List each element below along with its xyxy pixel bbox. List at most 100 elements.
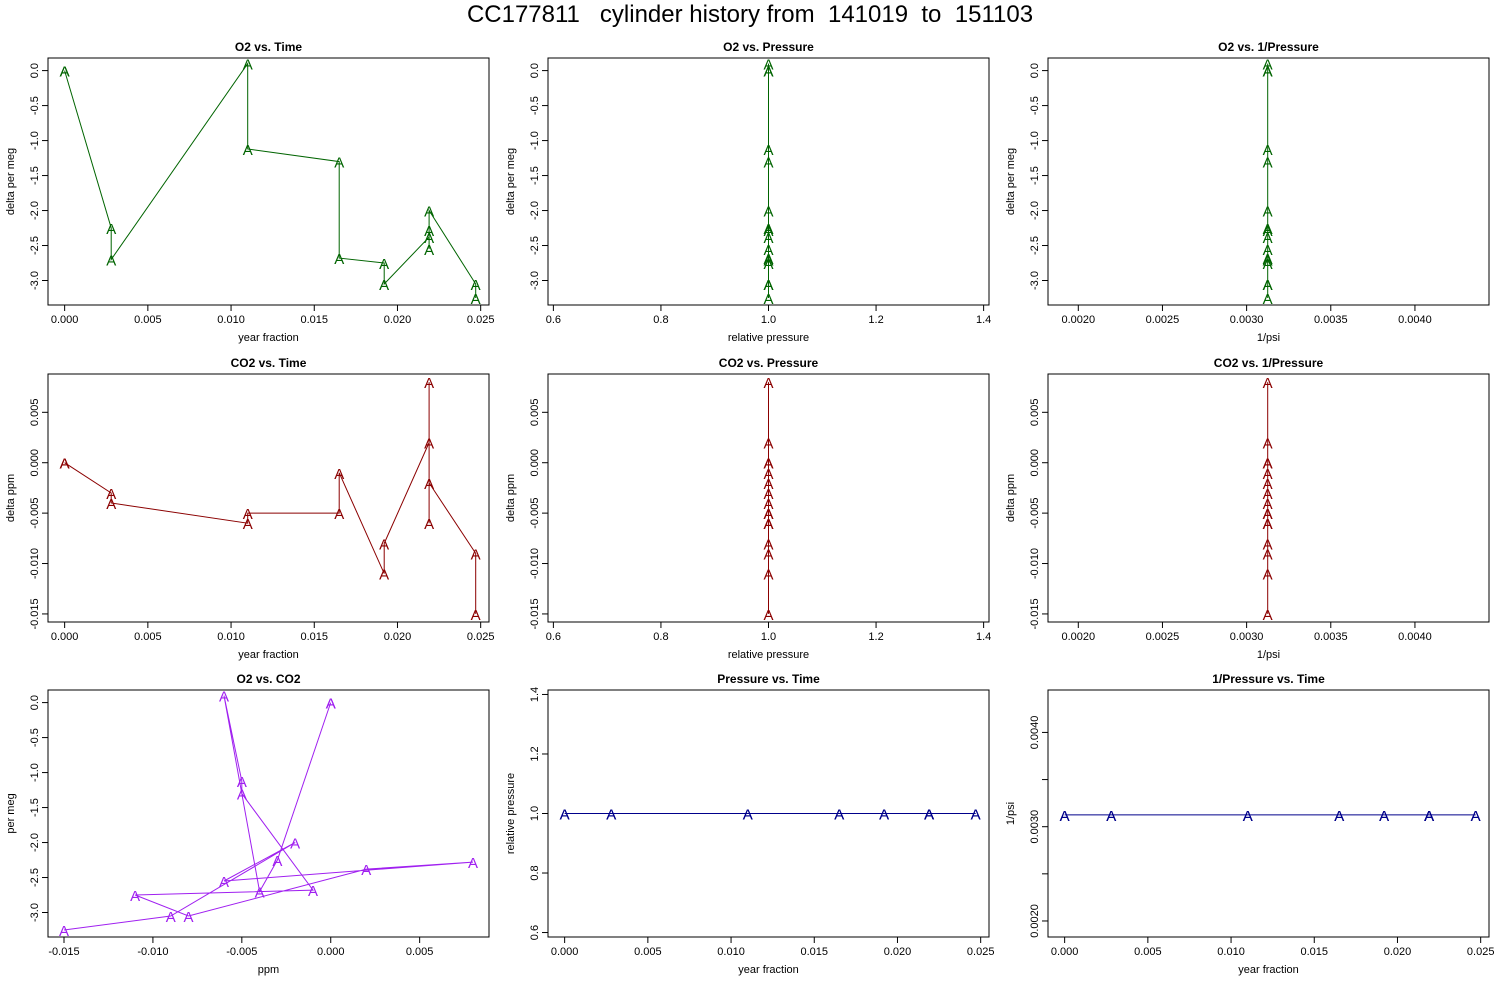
y-tick-label: -1.5: [29, 798, 41, 817]
y-tick-label: 0.0: [529, 63, 541, 78]
data-point: A: [60, 456, 70, 473]
data-point: A: [379, 567, 389, 584]
x-tick-label: 0.0035: [1314, 314, 1348, 326]
data-point: A: [1263, 64, 1273, 81]
x-tick-label: 0.010: [217, 314, 245, 326]
data-point: A: [361, 862, 371, 879]
data-point: A: [1263, 57, 1273, 74]
data-point: A: [1263, 223, 1273, 240]
y-tick-label: -3.0: [529, 271, 541, 290]
y-tick-label: -2.0: [29, 833, 41, 852]
panel-5: CO2 vs. Pressure 0.6 0.8 1.0 1.2 1.4 0.005 0.00…: [505, 356, 991, 661]
data-point: A: [1263, 466, 1273, 483]
data-point: A: [763, 223, 773, 240]
data-point: A: [1379, 808, 1389, 825]
panel-1: O2 vs. Time 0.000 0.005 0.010 0.015 0.020 0.02…: [5, 40, 494, 344]
y-tick-label: -0.015: [29, 598, 41, 629]
data-point: A: [1263, 506, 1273, 523]
data-point: A: [326, 696, 336, 713]
data-point: A: [763, 64, 773, 81]
x-tick-label: 0.010: [1217, 946, 1245, 958]
plot-frame: [47, 689, 490, 938]
data-point: A: [1263, 476, 1273, 493]
data-point: A: [255, 885, 265, 902]
x-tick-label: 0.8: [653, 314, 668, 326]
y-tick-label: 0.005: [529, 399, 541, 427]
y-tick-label: -1.0: [529, 131, 541, 150]
data-point: A: [471, 607, 481, 624]
x-tick-label: 0.6: [546, 631, 561, 643]
data-point: A: [1263, 436, 1273, 453]
x-tick-label: 0.6: [546, 314, 561, 326]
data-point: A: [743, 807, 753, 824]
data-point: A: [379, 256, 389, 273]
x-tick-label: 0.010: [217, 631, 245, 643]
data-point: A: [763, 242, 773, 259]
y-tick-label: 0.005: [29, 399, 41, 427]
y-tick-label: 0.6: [529, 925, 541, 940]
x-tick-label: 0.0030: [1230, 631, 1264, 643]
y-tick-label: -1.0: [29, 763, 41, 782]
y-tick-label: -3.0: [29, 271, 41, 290]
data-point: A: [560, 807, 570, 824]
data-point: A: [1263, 256, 1273, 273]
data-point: A: [763, 253, 773, 270]
x-axis-label: 1/psi: [1257, 649, 1280, 661]
data-point: A: [763, 567, 773, 584]
y-axis-label: per meg: [5, 793, 17, 833]
y-tick-label: -0.015: [529, 598, 541, 629]
y-tick-label: 0.000: [1029, 449, 1041, 477]
data-point: A: [243, 506, 253, 523]
data-point: A: [243, 142, 253, 159]
data-point: A: [924, 807, 934, 824]
x-tick-label: 0.025: [467, 314, 495, 326]
data-point: A: [60, 64, 70, 81]
series-line: [63, 695, 474, 931]
y-axis-label: delta per meg: [5, 148, 17, 215]
data-point: A: [763, 607, 773, 624]
data-point: A: [1263, 516, 1273, 533]
y-tick-label: -1.5: [1029, 166, 1041, 185]
y-tick-label: -1.0: [1029, 131, 1041, 150]
data-point: A: [763, 142, 773, 159]
x-tick-label: 0.025: [467, 631, 495, 643]
x-tick-label: 0.000: [317, 946, 345, 958]
data-point: A: [379, 536, 389, 553]
x-tick-label: 0.020: [384, 314, 412, 326]
data-point: A: [130, 888, 140, 905]
data-point: A: [424, 375, 434, 392]
x-tick-label: 0.0030: [1230, 314, 1264, 326]
data-point: A: [424, 436, 434, 453]
y-tick-label: -0.5: [29, 728, 41, 747]
data-point: A: [1471, 808, 1481, 825]
data-point: A: [763, 64, 773, 81]
data-point: A: [1263, 155, 1273, 172]
data-point: A: [1379, 808, 1389, 825]
data-point: A: [334, 251, 344, 268]
data-point: A: [237, 787, 247, 804]
y-tick-label: -2.5: [529, 236, 541, 255]
y-tick-label: 0.005: [1029, 399, 1041, 427]
data-point: A: [1424, 808, 1434, 825]
panel-title: CO2 vs. 1/Pressure: [1214, 356, 1324, 370]
panel-title: CO2 vs. Pressure: [719, 356, 819, 370]
y-tick-label: -0.5: [529, 96, 541, 115]
x-axis-label: year fraction: [238, 649, 299, 661]
y-tick-label: -0.015: [1029, 598, 1041, 629]
data-point: A: [763, 155, 773, 172]
x-tick-label: 0.015: [300, 631, 328, 643]
figure-title: CC177811 cylinder history from 141019 to…: [466, 1, 1034, 28]
data-point: A: [106, 221, 116, 238]
data-point: A: [424, 204, 434, 221]
data-point: A: [763, 291, 773, 308]
x-tick-label: 0.005: [134, 314, 162, 326]
data-point: A: [471, 291, 481, 308]
data-point: A: [763, 496, 773, 513]
data-point: A: [1334, 808, 1344, 825]
data-point: A: [1424, 808, 1434, 825]
x-tick-label: 1.4: [976, 631, 991, 643]
data-point: A: [468, 855, 478, 872]
data-point: A: [1263, 64, 1273, 81]
data-point: A: [971, 807, 981, 824]
panel-4: CO2 vs. Time 0.000 0.005 0.010 0.015 0.020 0.0…: [5, 356, 494, 661]
